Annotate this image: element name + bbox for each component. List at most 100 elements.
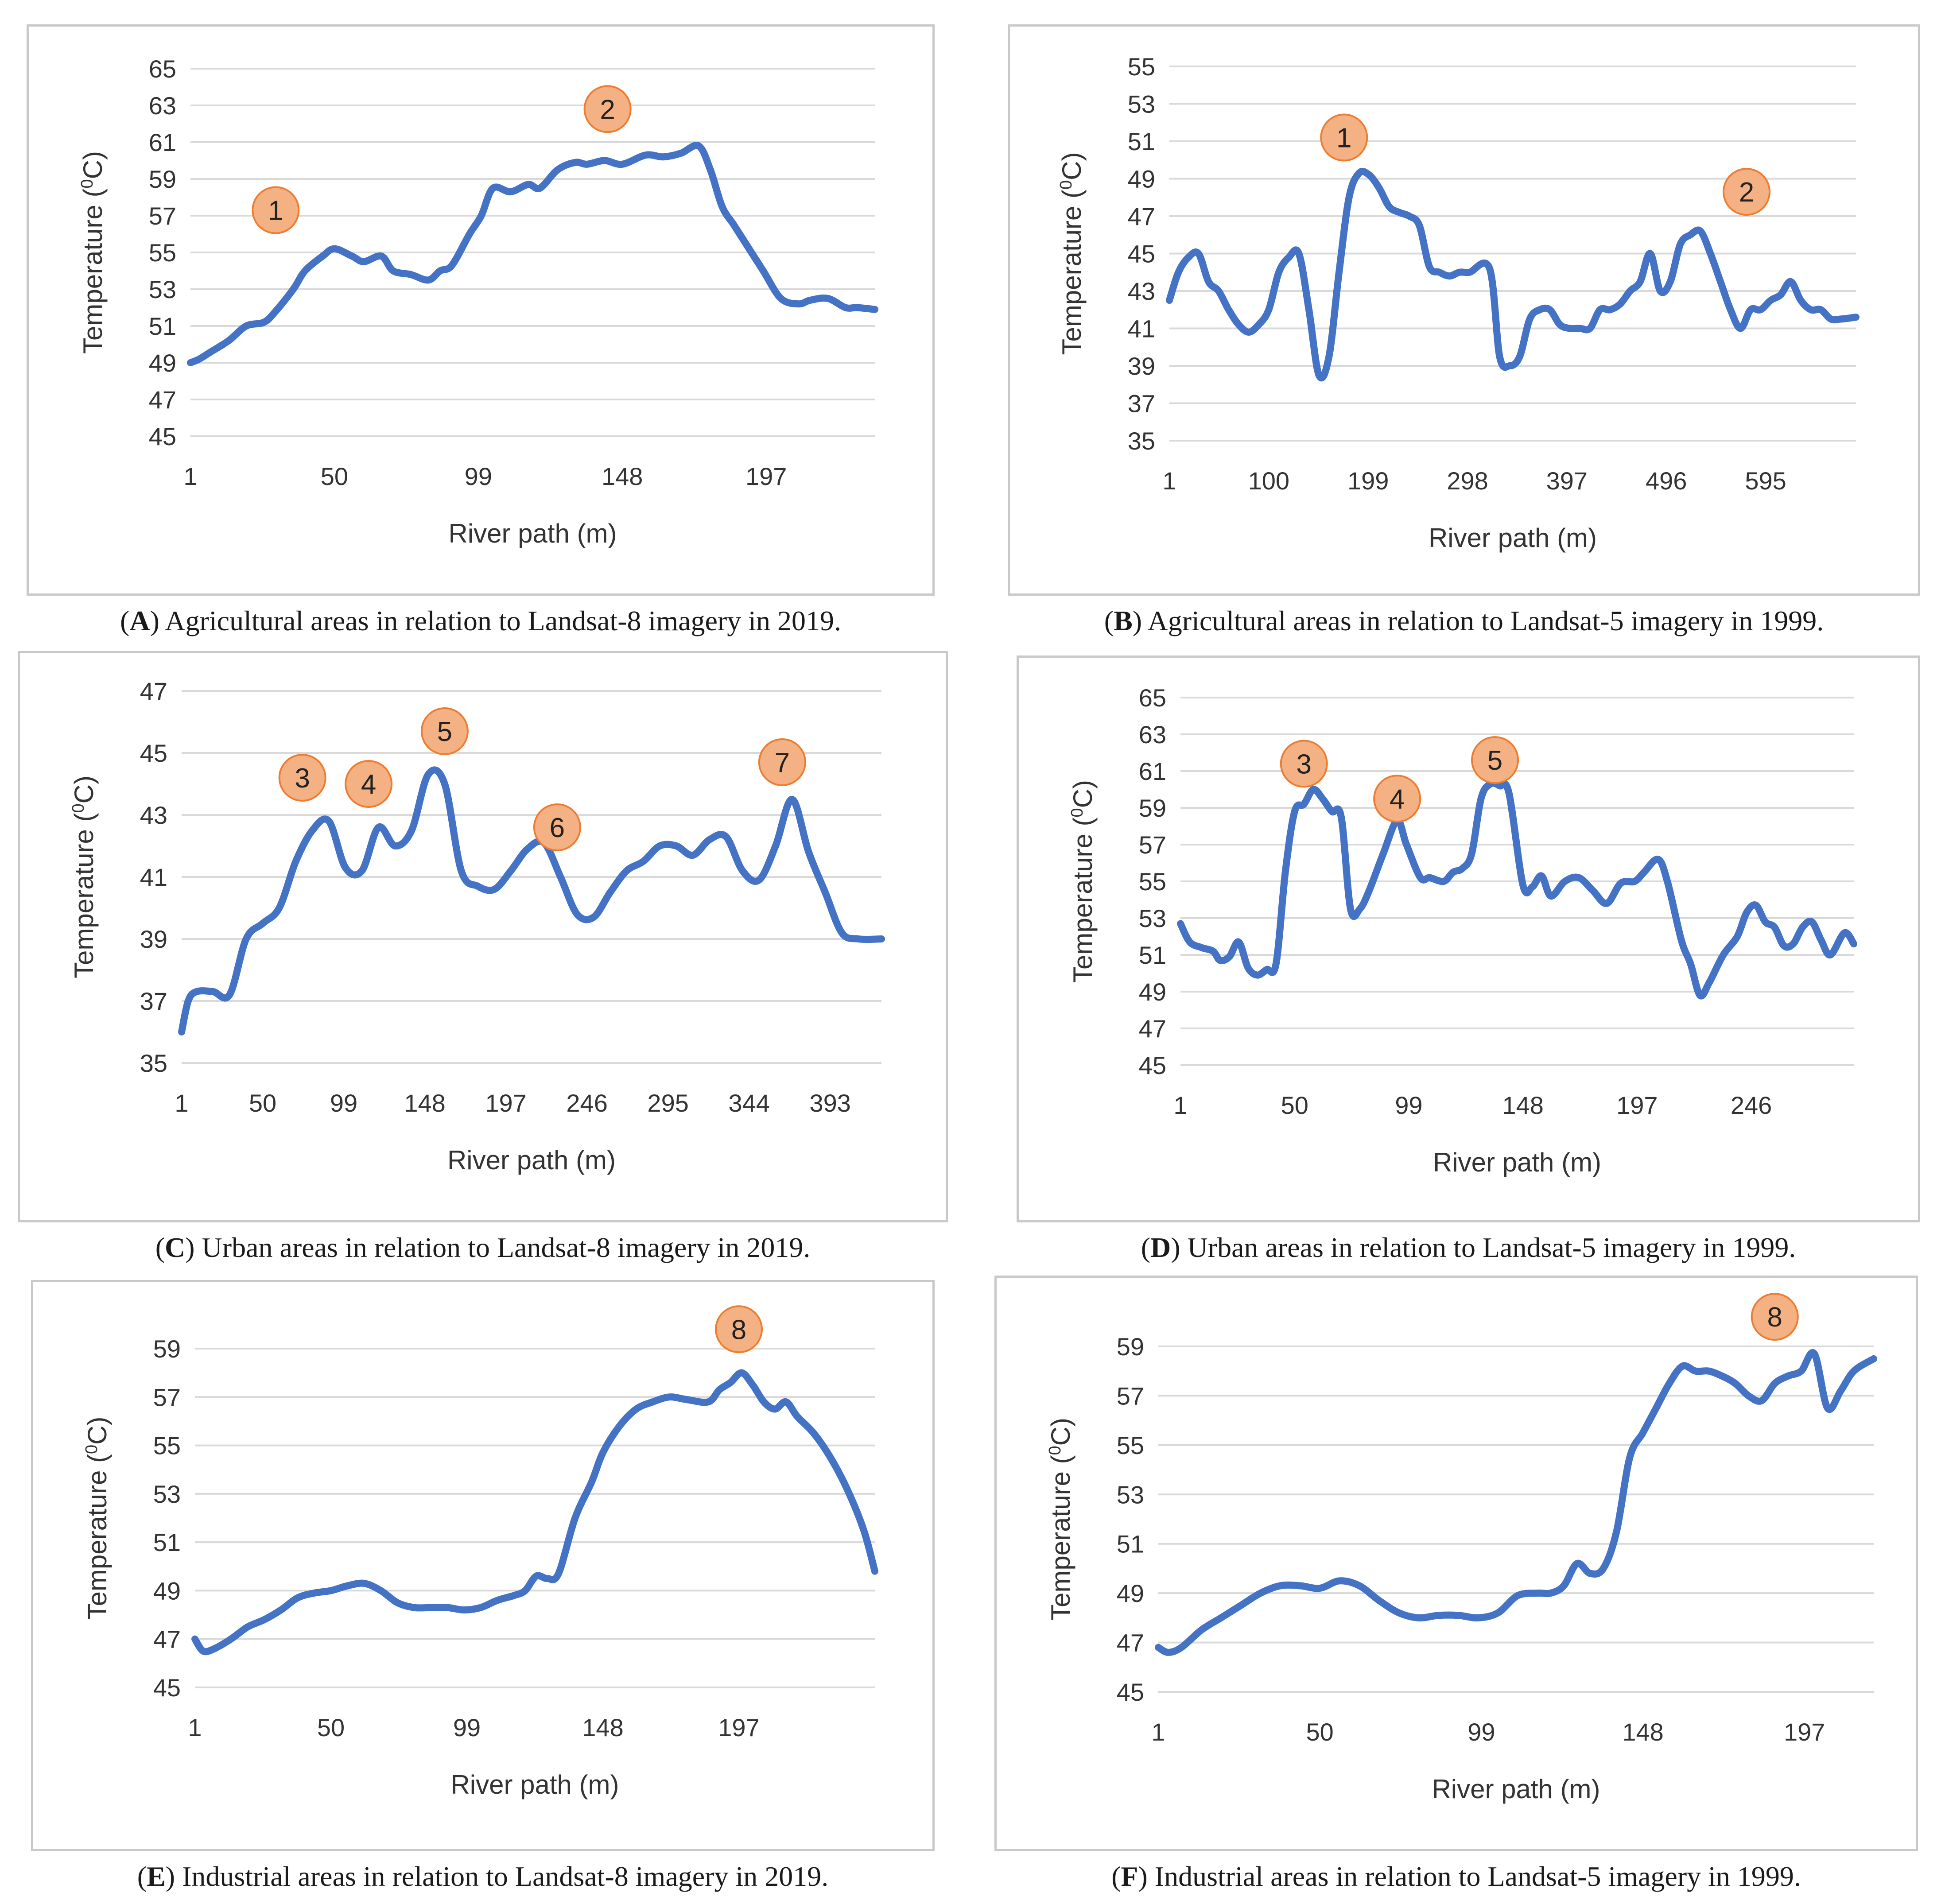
x-axis-label: River path (m) bbox=[447, 1145, 616, 1175]
y-tick-label: 45 bbox=[149, 423, 176, 450]
y-tick-label: 47 bbox=[153, 1625, 181, 1653]
hotspot-marker-label: 1 bbox=[1336, 123, 1351, 154]
y-tick-label: 55 bbox=[153, 1432, 181, 1460]
y-tick-label: 47 bbox=[1139, 1015, 1166, 1043]
y-tick-label: 59 bbox=[149, 165, 176, 193]
y-tick-label: 59 bbox=[1117, 1333, 1144, 1361]
hotspot-marker-label: 2 bbox=[1739, 177, 1754, 208]
series-line bbox=[1166, 167, 1860, 382]
hotspot-marker-label: 3 bbox=[1297, 749, 1312, 779]
hotspot-marker-label: 4 bbox=[361, 769, 376, 800]
y-tick-label: 39 bbox=[140, 925, 167, 953]
panel-caption: (F) Industrial areas in relation to Land… bbox=[1111, 1861, 1801, 1892]
y-tick-label: 45 bbox=[153, 1674, 181, 1702]
hotspot-marker bbox=[715, 1305, 763, 1353]
unit-suffix: C) bbox=[1046, 1418, 1075, 1446]
panel-caption: (C) Urban areas in relation to Landsat-8… bbox=[155, 1232, 811, 1263]
caption-text: Agricultural areas in relation to Landsa… bbox=[1142, 605, 1824, 636]
x-tick-label: 246 bbox=[1731, 1091, 1772, 1119]
y-tick-label: 53 bbox=[153, 1480, 181, 1508]
hotspot-marker-label: 5 bbox=[437, 717, 452, 747]
caption-letter: B bbox=[1114, 605, 1133, 636]
x-tick-label: 197 bbox=[745, 462, 787, 490]
hotspot-marker-label: 1 bbox=[268, 196, 283, 226]
x-tick-label: 148 bbox=[1622, 1718, 1663, 1746]
series-line bbox=[1155, 1349, 1877, 1656]
x-tick-label: 1 bbox=[1162, 467, 1176, 495]
series-line bbox=[191, 1369, 878, 1656]
x-tick-label: 100 bbox=[1248, 467, 1289, 495]
hotspot-marker-label: 3 bbox=[295, 763, 310, 794]
x-tick-label: 197 bbox=[1616, 1091, 1658, 1119]
y-tick-label: 53 bbox=[1117, 1481, 1144, 1508]
hotspot-marker bbox=[345, 760, 393, 808]
hotspot-marker bbox=[583, 85, 632, 133]
y-tick-label: 53 bbox=[1128, 90, 1155, 118]
y-tick-label: 45 bbox=[140, 739, 167, 767]
y-tick-label: 53 bbox=[149, 275, 176, 303]
degree-superscript: 0 bbox=[78, 179, 97, 188]
hotspot-marker-label: 2 bbox=[600, 94, 615, 125]
caption-letter: D bbox=[1150, 1232, 1171, 1263]
x-tick-label: 199 bbox=[1347, 467, 1389, 495]
x-tick-label: 344 bbox=[728, 1089, 769, 1117]
y-tick-label: 37 bbox=[1128, 390, 1155, 418]
y-axis-label: Temperature (0C) bbox=[1046, 1418, 1075, 1621]
caption-letter: E bbox=[147, 1861, 166, 1892]
hotspot-marker bbox=[1471, 736, 1519, 784]
hotspot-marker bbox=[1751, 1293, 1799, 1341]
x-tick-label: 99 bbox=[453, 1714, 481, 1741]
y-tick-label: 51 bbox=[1128, 128, 1155, 155]
degree-superscript: 0 bbox=[82, 1445, 101, 1454]
x-tick-label: 298 bbox=[1447, 467, 1488, 495]
x-tick-label: 99 bbox=[330, 1089, 357, 1117]
y-tick-label: 59 bbox=[1139, 794, 1166, 822]
x-tick-label: 595 bbox=[1745, 467, 1786, 495]
x-tick-label: 1 bbox=[175, 1089, 188, 1117]
y-tick-label: 41 bbox=[1128, 315, 1155, 343]
x-tick-label: 50 bbox=[317, 1714, 345, 1741]
y-tick-label: 65 bbox=[1139, 684, 1166, 712]
panel-caption: (D) Urban areas in relation to Landsat-5… bbox=[1141, 1232, 1796, 1263]
x-tick-label: 1 bbox=[1151, 1718, 1165, 1746]
y-tick-label: 35 bbox=[140, 1049, 167, 1077]
y-tick-label: 63 bbox=[1139, 721, 1166, 748]
y-tick-label: 49 bbox=[1139, 978, 1166, 1006]
y-tick-label: 51 bbox=[153, 1528, 181, 1556]
x-tick-label: 1 bbox=[188, 1714, 202, 1741]
y-tick-label: 51 bbox=[1139, 941, 1166, 969]
caption-text: Industrial areas in relation to Landsat-… bbox=[1147, 1861, 1801, 1892]
x-axis-label: River path (m) bbox=[448, 519, 617, 548]
x-tick-label: 397 bbox=[1546, 467, 1588, 495]
series-line bbox=[187, 142, 878, 366]
y-tick-label: 51 bbox=[149, 312, 176, 340]
hotspot-marker-label: 5 bbox=[1487, 745, 1502, 776]
x-tick-label: 496 bbox=[1646, 467, 1687, 495]
degree-superscript: 0 bbox=[1057, 180, 1075, 190]
hotspot-marker bbox=[252, 186, 300, 234]
y-tick-label: 63 bbox=[149, 92, 176, 120]
chart-frame bbox=[31, 1280, 935, 1851]
x-tick-label: 50 bbox=[249, 1089, 276, 1117]
y-tick-label: 43 bbox=[1128, 277, 1155, 305]
x-tick-label: 295 bbox=[647, 1089, 688, 1117]
x-tick-label: 99 bbox=[1395, 1091, 1422, 1119]
y-tick-label: 49 bbox=[1128, 165, 1155, 193]
y-tick-label: 57 bbox=[1117, 1382, 1144, 1410]
hotspot-marker bbox=[533, 803, 581, 851]
degree-superscript: 0 bbox=[69, 803, 88, 813]
y-tick-label: 35 bbox=[1128, 427, 1155, 455]
y-tick-label: 65 bbox=[149, 55, 176, 83]
chart-frame bbox=[1008, 24, 1920, 596]
x-axis-label: River path (m) bbox=[1432, 1774, 1600, 1804]
hotspot-marker bbox=[758, 738, 806, 786]
y-tick-label: 59 bbox=[153, 1335, 181, 1363]
x-tick-label: 148 bbox=[582, 1714, 623, 1741]
caption-text: Urban areas in relation to Landsat-5 ima… bbox=[1180, 1232, 1796, 1263]
x-tick-label: 99 bbox=[1467, 1718, 1495, 1746]
x-tick-label: 197 bbox=[485, 1089, 526, 1117]
x-axis-label: River path (m) bbox=[450, 1770, 619, 1799]
panel-caption: (E) Industrial areas in relation to Land… bbox=[137, 1861, 829, 1892]
